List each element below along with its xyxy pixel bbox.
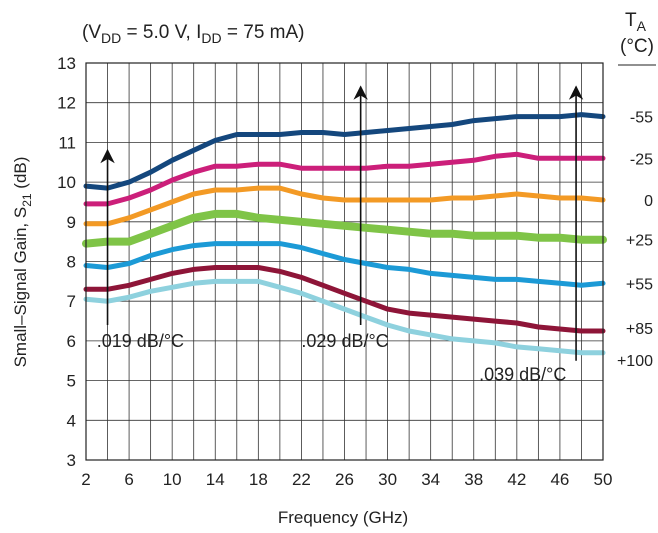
conditions-label: (VDD = 5.0 V, IDD = 75 mA) [82,22,305,46]
x-tick-label: 34 [421,470,440,489]
x-tick-label: 10 [163,470,182,489]
x-tick-label: 30 [378,470,397,489]
idd-value: = 75 mA) [222,22,305,43]
series-label--25: -25 [630,151,653,168]
slope-annotation-label: .029 dB/°C [301,331,388,351]
x-tick-label: 50 [594,470,613,489]
y-tick-label: 5 [67,372,76,391]
y-axis-title-sub: 21 [20,193,34,207]
y-tick-label: 6 [67,332,76,351]
series-line-0 [83,185,606,227]
legend-title-sub: A [637,18,647,34]
series-label--55: -55 [630,110,653,127]
legend-title-temperature: TA [625,10,647,34]
x-tick-label: 2 [81,470,90,489]
vdd-subscript: DD [101,30,121,46]
series-line-+25 [82,209,607,248]
series-line--55 [83,112,606,191]
vdd-value: = 5.0 V, I [121,22,201,43]
x-tick-label: 18 [249,470,268,489]
series-labels: -55 -25 0 +25 +55 +85 +100 [617,110,653,370]
series-line-+85 [83,265,606,334]
x-tick-label: 14 [206,470,225,489]
plot-frame [85,62,604,461]
series-label-+55: +55 [626,276,653,293]
y-axis-title: Small–Signal Gain, S21 (dB) [11,157,34,368]
y-tick-label: 3 [67,451,76,470]
y-tick-label: 13 [57,54,76,73]
y-tick-label: 11 [58,133,76,152]
x-tick-label: 6 [124,470,133,489]
series-lines [82,112,607,356]
y-tick-label: 7 [67,292,76,311]
slope-annotation-label: .019 dB/°C [97,331,184,351]
legend-title-main: T [625,10,637,31]
annotations: .019 dB/°C .029 dB/°C .039 dB/°C [97,85,584,385]
slope-annotation-label: .039 dB/°C [479,365,566,385]
legend-title-unit: (°C) [620,36,654,57]
y-axis-title-unit: (dB) [11,157,30,194]
series-label-0: 0 [644,193,653,210]
x-tick-label: 26 [335,470,354,489]
conditions-prefix: (V [82,22,101,43]
x-tick-label: 42 [507,470,526,489]
y-tick-label: 4 [67,411,76,430]
y-axis-title-main: Small–Signal Gain, S [11,207,30,368]
x-axis-title: Frequency (GHz) [278,508,408,527]
y-tick-label: 12 [57,94,76,113]
idd-subscript: DD [201,30,221,46]
series-label-+85: +85 [626,321,653,338]
y-tick-label: 10 [57,173,76,192]
y-tick-label: 8 [67,253,76,272]
x-tick-label: 46 [550,470,569,489]
series-label-+25: +25 [626,233,653,250]
series-line-+55 [83,241,606,288]
series-line-+100 [83,278,606,356]
y-tick-label: 9 [67,213,76,232]
x-tick-label: 22 [292,470,311,489]
x-tick-label: 38 [464,470,483,489]
series-label-+100: +100 [617,353,653,370]
series-line--25 [83,151,606,207]
